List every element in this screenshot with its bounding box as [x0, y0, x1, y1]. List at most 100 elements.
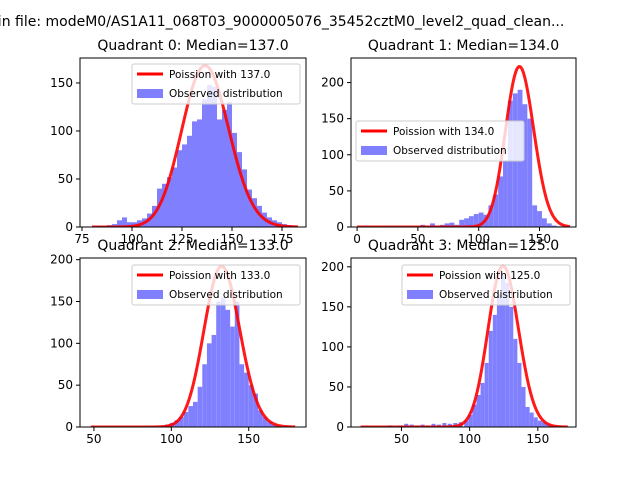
- x-tick-label: 50: [410, 232, 425, 246]
- legend-hist-label: Observed distribution: [169, 88, 283, 100]
- y-tick-label: 150: [321, 112, 344, 126]
- x-tick-label: 150: [221, 232, 244, 246]
- histogram-bar: [188, 406, 193, 427]
- plot-area-0: [92, 64, 299, 227]
- subplots: 75 100 125 150 175 0 50 100 150 Quadrant 0: Media…: [50, 38, 577, 446]
- histogram-bar: [217, 119, 222, 227]
- histogram-bar: [187, 135, 192, 227]
- histogram-bar: [227, 102, 232, 227]
- y-tick-label: 100: [321, 148, 344, 162]
- subplot-title: Quadrant 3: Median=125.0: [368, 238, 559, 254]
- legend-hist-swatch: [137, 89, 163, 98]
- histogram-bar: [234, 301, 240, 427]
- legend: Poission with 125.0 Observed distribution: [401, 264, 571, 306]
- legend-hist-label: Observed distribution: [439, 289, 553, 301]
- histogram-bar: [162, 183, 167, 227]
- histogram-bar: [206, 343, 212, 427]
- x-tick-label: 75: [74, 232, 89, 246]
- histogram-bar: [212, 86, 217, 227]
- histogram-bar: [527, 118, 533, 227]
- histogram-bar: [476, 394, 481, 427]
- y-tick-label: 50: [329, 184, 344, 198]
- histogram-bar: [484, 362, 489, 427]
- legend-box: [131, 63, 301, 105]
- legend-box: [355, 120, 525, 162]
- x-tick-label: 150: [528, 232, 551, 246]
- axes-frame: [79, 257, 307, 428]
- figure-suptitle: ... in file: modeM0/AS1A11_068T03_900000…: [0, 14, 564, 30]
- x-tick-label: 0: [353, 232, 361, 246]
- subplot-quadrant-1: 0 50 100 150 0 50 100 150 200 Quadrant 1: Median=…: [321, 38, 577, 246]
- histogram-bar: [517, 362, 522, 427]
- histogram-bar: [444, 223, 450, 227]
- y-tick-label: 200: [321, 76, 344, 90]
- histogram-bar: [509, 306, 514, 427]
- histogram-bar: [493, 194, 499, 227]
- histogram-bar: [193, 401, 198, 427]
- legend-hist-swatch: [407, 290, 433, 299]
- histogram-bar: [473, 214, 479, 227]
- histogram-bar: [541, 218, 547, 227]
- subplot-quadrant-0: 75 100 125 150 175 0 50 100 150 Quadrant 0: Media…: [50, 38, 307, 246]
- x-tick-label: 50: [86, 432, 101, 446]
- y-tick-label: 0: [336, 420, 344, 434]
- histogram-bar: [216, 301, 221, 427]
- histogram-bar: [478, 212, 484, 227]
- histogram-bar: [225, 309, 231, 427]
- histogram-bar: [177, 150, 182, 227]
- y-tick-label: 0: [336, 220, 344, 234]
- histogram-bar: [551, 225, 557, 227]
- subplot-title: Quadrant 2: Median=133.0: [97, 238, 288, 254]
- y-tick-label: 50: [58, 378, 73, 392]
- histogram-bar: [262, 416, 268, 427]
- axes-frame: [350, 257, 577, 428]
- histogram-bar: [197, 386, 203, 427]
- histogram-bar: [271, 424, 277, 427]
- histogram-bar: [492, 314, 497, 427]
- histogram-bar: [183, 411, 189, 427]
- legend-box: [401, 264, 571, 306]
- histogram-bar: [505, 282, 510, 427]
- x-tick-label: 100: [160, 432, 183, 446]
- histogram-bar: [533, 417, 538, 427]
- x-tick-label: 50: [394, 432, 409, 446]
- legend-poisson-label: Poission with 125.0: [439, 270, 540, 282]
- histogram-bar: [122, 217, 127, 227]
- histogram-bar: [239, 364, 245, 427]
- x-tick-label: 175: [271, 232, 294, 246]
- histogram-bar: [174, 420, 180, 427]
- histogram-bar: [237, 152, 242, 227]
- histogram-bar: [220, 297, 226, 427]
- histogram-bar: [179, 416, 184, 427]
- x-tick-label: 100: [458, 432, 481, 446]
- histogram-bar: [449, 222, 455, 227]
- histogram-bar: [253, 393, 259, 427]
- poisson-curve: [90, 264, 296, 427]
- legend-hist-swatch: [361, 146, 387, 155]
- histogram-bar: [546, 424, 551, 427]
- histogram-bar: [117, 220, 122, 227]
- x-tick-label: 100: [467, 232, 490, 246]
- histogram-bar: [468, 414, 473, 427]
- histogram-bar: [472, 404, 477, 427]
- histogram-bar: [537, 211, 542, 227]
- histogram-bar: [267, 421, 272, 427]
- y-tick-label: 150: [50, 76, 73, 90]
- histogram-bar: [442, 422, 447, 427]
- histogram-bar: [521, 386, 526, 427]
- histogram-bar: [498, 176, 504, 227]
- histogram-bar: [488, 330, 493, 427]
- histogram-bar: [202, 99, 207, 227]
- histogram-bar: [247, 189, 252, 227]
- histogram-bar: [222, 109, 227, 227]
- plot-area-3: [360, 264, 568, 427]
- y-tick-label: 100: [321, 340, 344, 354]
- histogram-bar: [464, 218, 469, 227]
- histogram-bar: [252, 198, 257, 227]
- y-tick-label: 100: [50, 124, 73, 138]
- histogram-bar: [537, 420, 542, 427]
- histogram-bar: [459, 219, 465, 227]
- histogram-bar: [464, 420, 469, 427]
- histogram-bar: [430, 223, 435, 227]
